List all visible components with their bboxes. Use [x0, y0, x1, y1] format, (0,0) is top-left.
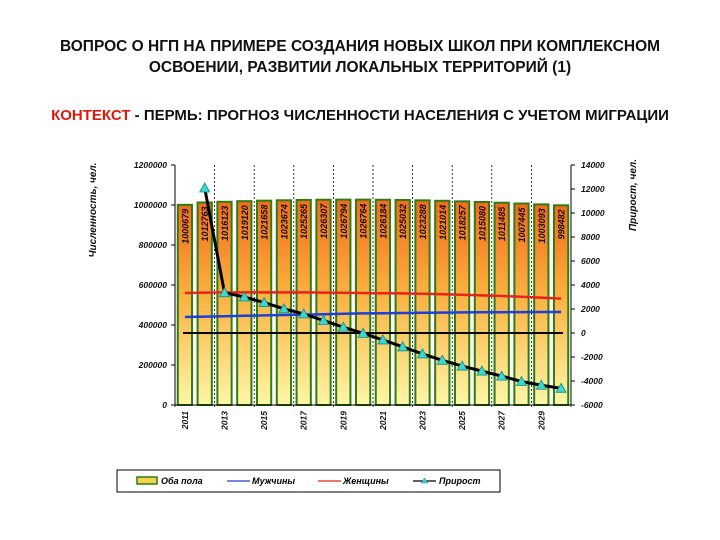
legend-label-growth: Прирост [439, 476, 480, 486]
y-tick-label: 200000 [138, 360, 168, 370]
growth-marker [278, 302, 290, 314]
y2-tick-label: 2000 [580, 304, 600, 314]
y-axis-label: Численность, чел. [88, 162, 99, 257]
title-line-2: ОСВОЕНИИ, РАЗВИТИИ ЛОКАЛЬНЫХ ТЕРРИТОРИЙ … [148, 59, 572, 76]
bar-label: 1026764 [359, 204, 369, 239]
growth-marker [496, 370, 508, 381]
bar-label: 1016123 [220, 206, 230, 241]
x-tick-label: 2013 [220, 411, 230, 431]
x-tick-label: 2025 [457, 411, 467, 431]
legend-swatch-both [136, 476, 158, 485]
growth-marker [436, 354, 448, 365]
bar-label: 1023674 [279, 204, 289, 239]
x-tick-label: 2023 [418, 411, 428, 431]
growth-marker [476, 365, 488, 376]
bar-label: 1015080 [477, 206, 487, 241]
growth-marker [298, 308, 310, 319]
y2-tick-label: 4000 [580, 280, 600, 290]
growth-marker [238, 291, 250, 302]
y2-tick-label: 8000 [581, 232, 600, 242]
y-tick-label: 600000 [139, 280, 168, 290]
legend-label-men: Мужчины [252, 476, 295, 486]
growth-marker [317, 314, 330, 325]
legend-label-both: Оба пола [161, 476, 203, 486]
line-men [184, 310, 562, 319]
growth-marker [258, 296, 270, 307]
x-tick-label: 2029 [536, 411, 546, 431]
slide-title: ВОПРОС О НГП НА ПРИМЕРЕ СОЗДАНИЯ НОВЫХ Ш… [0, 36, 720, 78]
growth-marker [218, 286, 231, 298]
growth-marker [377, 334, 389, 345]
y-tick-label: 1000000 [134, 200, 167, 210]
y-tick-label: 1200000 [134, 160, 167, 170]
growth-marker [456, 360, 468, 371]
growth-marker [555, 382, 567, 393]
growth-marker [357, 327, 369, 338]
growth-marker [416, 348, 429, 359]
growth-marker [199, 182, 211, 193]
bar-label: 1019120 [240, 205, 250, 240]
bar-label: 1018257 [458, 204, 468, 240]
y2-tick-label: 10000 [581, 208, 605, 218]
y-tick-label: 400000 [138, 320, 168, 330]
y2-tick-label: 14000 [581, 160, 605, 170]
bar-label: 1026794 [339, 204, 349, 239]
x-tick-label: 2021 [378, 411, 388, 431]
growth-marker [535, 379, 547, 390]
x-tick-label: 2027 [497, 410, 507, 431]
legend-label-women: Женщины [342, 476, 389, 486]
slide-subtitle: КОНТЕКСТ - ПЕРМЬ: ПРОГНОЗ ЧИСЛЕННОСТИ НА… [0, 107, 720, 124]
legend: Оба пола Мужчины Женщины Прирост [116, 469, 501, 493]
bar-label: 1023288 [418, 204, 428, 239]
legend-marker-growth [420, 477, 429, 484]
growth-marker [337, 321, 349, 332]
y-tick-label: 800000 [139, 240, 168, 250]
x-tick-label: 2017 [299, 410, 309, 431]
x-tick-label: 2019 [338, 411, 348, 431]
bar-label: 1021014 [438, 205, 448, 240]
bar-label: 1025032 [398, 204, 408, 239]
bar-label: 1003093 [537, 208, 547, 243]
bar-label: 1026307 [319, 203, 329, 239]
subtitle-text: - ПЕРМЬ: ПРОГНОЗ ЧИСЛЕННОСТИ НАСЕЛЕНИЯ С… [130, 107, 669, 124]
y2-axis-label: Прирост, чел. [628, 159, 639, 231]
bar-label: 998482 [557, 209, 567, 239]
y2-tick-label: -6000 [581, 400, 603, 410]
y2-tick-label: -2000 [581, 352, 603, 362]
y2-tick-label: -4000 [581, 376, 603, 386]
line-women [184, 291, 562, 300]
bar-label: 1000679 [180, 209, 190, 244]
bar-label: 1011485 [497, 206, 507, 241]
bar-label: 1021658 [260, 205, 270, 240]
y-tick-label: 0 [162, 400, 167, 410]
x-tick-label: 2011 [180, 411, 190, 431]
y2-tick-label: 12000 [581, 184, 605, 194]
y2-tick-label: 6000 [581, 256, 600, 266]
y2-tick-label: 0 [581, 328, 586, 338]
bar-label: 1007445 [517, 207, 527, 243]
growth-marker [397, 341, 409, 352]
growth-marker [515, 375, 528, 386]
bar-label: 1026184 [378, 204, 388, 239]
bar-label: 1025265 [299, 203, 309, 239]
subtitle-highlight: КОНТЕКСТ [51, 107, 131, 124]
bar-label: 1012763 [200, 206, 210, 241]
x-tick-label: 2015 [259, 411, 269, 431]
title-line-1: ВОПРОС О НГП НА ПРИМЕРЕ СОЗДАНИЯ НОВЫХ Ш… [59, 38, 661, 55]
